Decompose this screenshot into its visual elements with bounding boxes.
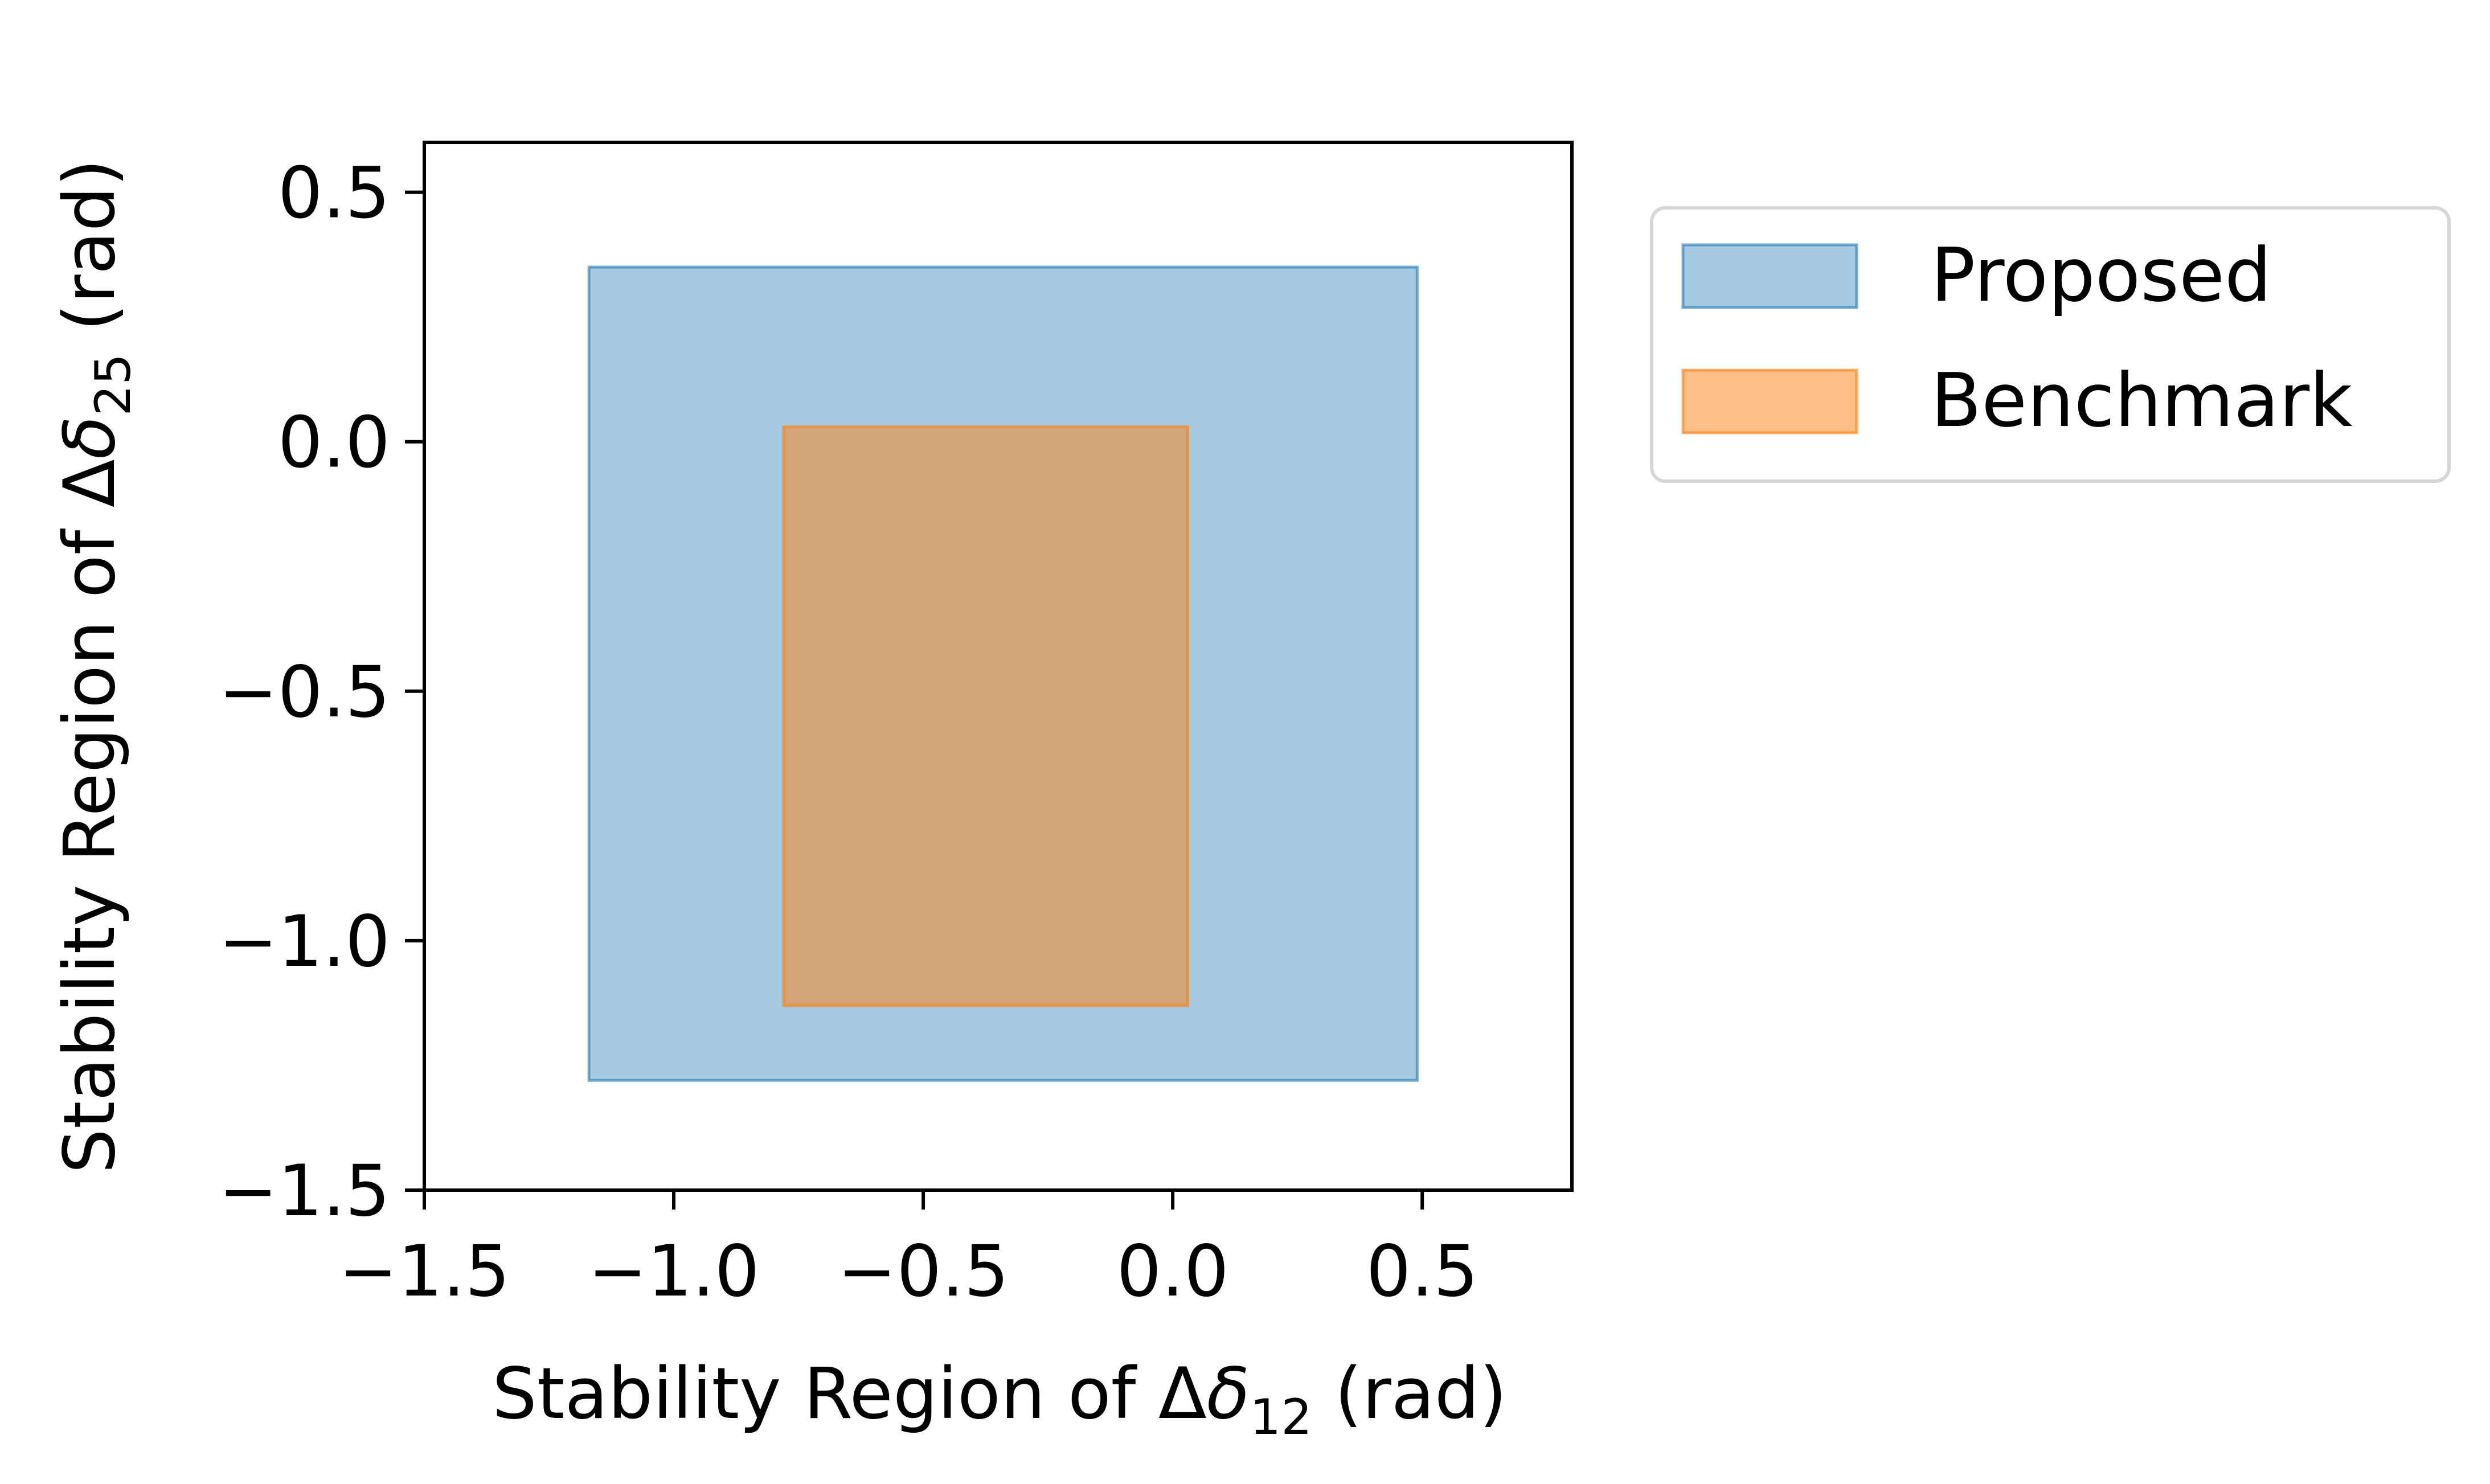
x-axis-label-prefix: Stability Region of Δ bbox=[492, 1353, 1206, 1435]
x-tick-label: 0.0 bbox=[1117, 1231, 1229, 1313]
y-axis-label-prefix: Stability Region of Δ bbox=[49, 459, 131, 1173]
legend: Proposed Benchmark bbox=[1650, 206, 2451, 483]
region-benchmark bbox=[782, 425, 1189, 1007]
x-tick-label: −1.0 bbox=[588, 1231, 759, 1313]
x-axis-label-subscript: 12 bbox=[1250, 1389, 1312, 1446]
x-axis-label-symbol: δ bbox=[1207, 1353, 1250, 1435]
x-axis-label: Stability Region of Δδ12 (rad) bbox=[492, 1353, 1507, 1446]
axis-ticks: −1.5 −1.0 −0.5 0.0 0.5 −1.5 −1.0 −0.5 0.0 0.5 bbox=[219, 153, 1479, 1313]
x-axis-label-suffix: (rad) bbox=[1312, 1353, 1507, 1435]
legend-swatch-benchmark bbox=[1681, 368, 1858, 434]
y-axis-label-subscript: 25 bbox=[85, 354, 142, 416]
plot-area bbox=[423, 141, 1574, 1192]
y-axis-label: Stability Region of Δδ25 (rad) bbox=[49, 159, 142, 1174]
y-tick-label: 0.0 bbox=[278, 402, 390, 484]
axes-frame bbox=[423, 141, 1574, 1192]
y-tick-label: −0.5 bbox=[219, 651, 390, 733]
y-axis-label-suffix: (rad) bbox=[49, 159, 131, 354]
x-tick-label: −1.5 bbox=[338, 1231, 510, 1313]
legend-swatch-proposed bbox=[1681, 243, 1858, 309]
legend-label-benchmark: Benchmark bbox=[1931, 357, 2352, 444]
x-tick-label: 0.5 bbox=[1366, 1231, 1479, 1313]
y-tick-label: 0.5 bbox=[278, 153, 390, 235]
legend-label-proposed: Proposed bbox=[1931, 232, 2272, 318]
y-axis-label-symbol: δ bbox=[49, 416, 131, 459]
y-tick-label: −1.5 bbox=[219, 1150, 390, 1232]
x-tick-label: −0.5 bbox=[838, 1231, 1009, 1313]
y-tick-label: −1.0 bbox=[219, 901, 390, 983]
